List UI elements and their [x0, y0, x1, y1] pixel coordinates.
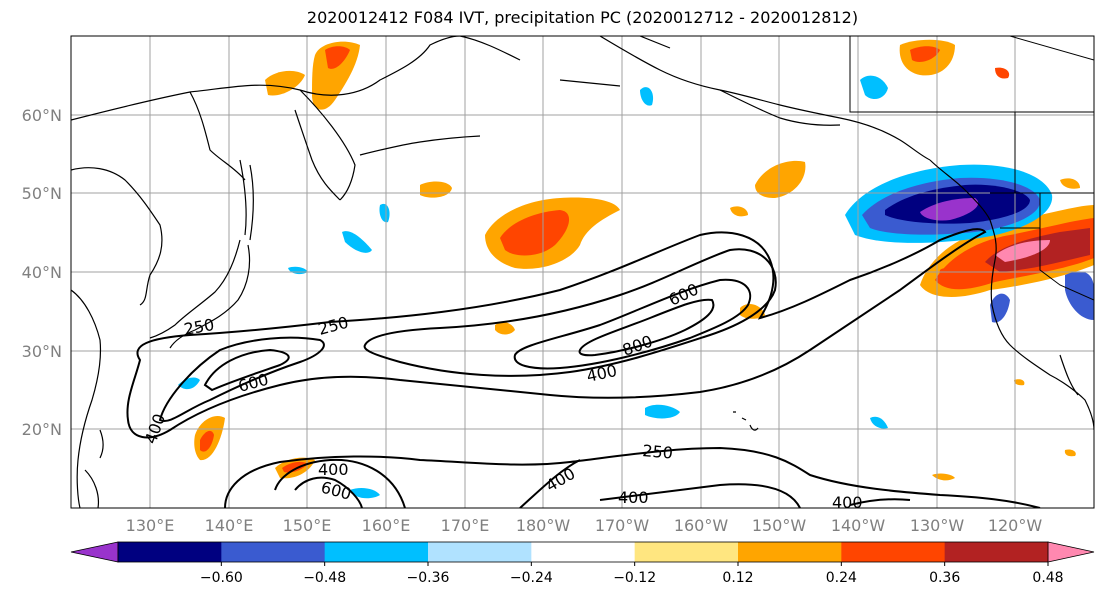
lon-label: 170°E: [441, 516, 490, 535]
colorbar-bin: [118, 542, 222, 562]
colorbar-tick-label: −0.24: [510, 570, 553, 586]
colorbar-tick-label: 0.36: [929, 570, 960, 586]
gridlines: [71, 36, 1094, 508]
plot-frame: [70, 35, 1095, 509]
colorbar-bin: [428, 542, 532, 562]
lon-label: 170°W: [595, 516, 650, 535]
coastlines: [71, 36, 1094, 508]
lon-label: 130°E: [126, 516, 175, 535]
lat-label: 60°N: [22, 106, 62, 125]
contour-label: 400: [832, 493, 863, 512]
contour-label: 400: [618, 488, 649, 507]
lon-label: 140°W: [831, 516, 886, 535]
lon-label: 180°W: [516, 516, 571, 535]
colorbar-tick-label: 0.24: [826, 570, 857, 586]
contour-label: 400: [318, 460, 349, 479]
lon-label: 120°W: [988, 516, 1043, 535]
colorbar-tick-label: −0.48: [303, 570, 346, 586]
colorbar-bin: [634, 542, 739, 562]
contour-label: 250: [642, 441, 674, 463]
colorbar-frame: [117, 541, 1049, 563]
colorbar-bin: [324, 542, 429, 562]
lon-label: 160°E: [362, 516, 411, 535]
colorbar-tick-label: −0.36: [407, 570, 450, 586]
lon-label: 150°W: [752, 516, 807, 535]
colorbar-bin: [531, 542, 636, 562]
lat-label: 40°N: [22, 263, 62, 282]
colorbar-tick-label: 0.48: [1032, 570, 1063, 586]
colorbar-bin: [221, 542, 326, 562]
colorbar-tick-label: −0.12: [613, 570, 656, 586]
colorbar-tick-label: −0.60: [200, 570, 243, 586]
map-title: 2020012412 F084 IVT, precipitation PC (2…: [306, 8, 859, 27]
lon-label: 150°E: [283, 516, 332, 535]
colorbar-tick-label: 0.12: [722, 570, 753, 586]
lat-label: 50°N: [22, 184, 62, 203]
colorbar-bin: [841, 542, 946, 562]
lon-label: 140°E: [205, 516, 254, 535]
colorbar-extend-high: [1047, 541, 1095, 563]
lon-tick-labels: 130°E 140°E 150°E 160°E 170°E 180°W 170°…: [126, 516, 1043, 535]
ivt-contours: [126, 228, 1041, 508]
colorbar-extend-low: [70, 541, 119, 563]
lon-label: 160°W: [674, 516, 729, 535]
colorbar-bin: [944, 542, 1049, 562]
boundaries: [849, 36, 1094, 301]
precip-patches: [178, 39, 1094, 499]
lon-label: 130°W: [910, 516, 965, 535]
lat-tick-labels: 60°N 50°N 40°N 30°N 20°N: [22, 106, 62, 439]
lat-label: 30°N: [22, 342, 62, 361]
lat-label: 20°N: [22, 420, 62, 439]
colorbar-bin: [738, 542, 842, 562]
colorbar: −0.60 −0.48 −0.36 −0.24 −0.12 0.12 0.24 0.36 0.4…: [70, 541, 1095, 586]
